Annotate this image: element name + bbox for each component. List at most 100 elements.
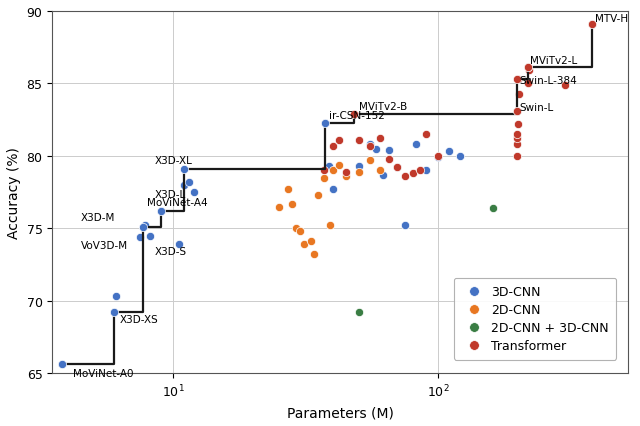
#4472C4 [444,149,454,155]
#E87722 [274,204,284,210]
#E87722 [287,201,297,207]
Text: MViTv2-L: MViTv2-L [531,55,578,66]
#C0392B [319,167,329,174]
#C0392B [560,82,570,89]
#4472C4 [392,164,403,171]
#4472C4 [378,172,388,178]
#C0392B [524,68,534,75]
Text: MoViNet-A0: MoViNet-A0 [73,368,134,378]
#4472C4 [433,155,444,161]
Point [511,108,522,115]
Legend: 3D-CNN, 2D-CNN, 2D-CNN + 3D-CNN, Transformer: 3D-CNN, 2D-CNN, 2D-CNN + 3D-CNN, Transfo… [454,278,616,360]
#4472C4 [111,293,122,300]
Point [138,224,148,231]
#E87722 [294,228,305,235]
X-axis label: Parameters (M): Parameters (M) [287,405,394,419]
#4472C4 [140,222,150,229]
#C0392B [415,167,425,174]
#4472C4 [349,111,359,118]
Point [588,22,598,29]
#3A7D44 [488,205,498,212]
#4472C4 [384,147,394,154]
#C0392B [349,111,359,118]
#E87722 [319,175,329,181]
#4472C4 [156,208,166,215]
#E87722 [353,169,364,176]
#C0392B [400,173,410,180]
Text: MTV-H: MTV-H [595,14,628,23]
Text: X3D-XL: X3D-XL [154,155,193,165]
#C0392B [353,137,364,144]
#4472C4 [173,241,184,248]
#C0392B [333,137,344,144]
#E87722 [325,222,335,229]
Text: VoV3D-M: VoV3D-M [81,240,128,250]
#4472C4 [371,146,381,153]
Text: X3D-XS: X3D-XS [120,314,159,324]
Y-axis label: Accuracy (%): Accuracy (%) [7,147,21,239]
#4472C4 [353,163,364,170]
#4472C4 [135,234,145,241]
#C0392B [384,156,394,163]
#E87722 [309,251,319,258]
#4472C4 [421,167,431,174]
#4472C4 [328,186,338,193]
#C0392B [523,65,533,72]
#C0392B [374,136,385,143]
#C0392B [523,81,533,88]
#C0392B [365,143,375,150]
#C0392B [421,131,431,138]
#4472C4 [109,309,120,316]
Point [179,166,189,173]
#E87722 [365,157,375,164]
#C0392B [511,153,522,160]
#C0392B [392,164,403,171]
Point [109,309,120,316]
Point [349,111,359,118]
Point [523,65,533,72]
#C0392B [513,121,523,128]
Point [156,208,166,215]
#E87722 [312,192,323,199]
#C0392B [511,141,522,148]
#E87722 [306,239,316,245]
Text: MoViNet-A4: MoViNet-A4 [147,197,208,207]
#4472C4 [321,120,331,127]
#E87722 [282,186,292,193]
#3A7D44 [353,309,364,316]
#4472C4 [138,224,148,231]
#E87722 [341,173,351,180]
#4472C4 [189,189,199,196]
#4472C4 [454,153,465,160]
#E87722 [328,167,338,174]
#E87722 [291,225,301,232]
#4472C4 [410,141,420,148]
#4472C4 [184,179,195,186]
#E87722 [333,162,344,169]
Text: Swin-L-384: Swin-L-384 [520,76,577,86]
#C0392B [513,76,524,83]
#C0392B [511,108,522,115]
Text: ir-CSN-152: ir-CSN-152 [328,110,385,120]
#4472C4 [400,222,410,229]
#4472C4 [145,233,156,239]
Point [511,76,522,83]
#C0392B [512,131,522,138]
#C0392B [512,136,522,143]
#4472C4 [323,163,333,170]
#4472C4 [56,361,67,368]
#C0392B [588,22,598,29]
Text: X3D-L: X3D-L [154,190,186,200]
#E87722 [298,241,308,248]
#E87722 [374,167,385,174]
#4472C4 [365,141,375,148]
Text: Swin-L: Swin-L [520,103,554,113]
#C0392B [433,153,444,160]
Point [321,120,331,127]
Text: MViTv2-B: MViTv2-B [358,102,407,112]
#4472C4 [179,182,189,189]
#C0392B [341,169,351,176]
#C0392B [514,91,524,98]
Point [56,361,67,368]
Text: X3D-M: X3D-M [81,213,116,223]
